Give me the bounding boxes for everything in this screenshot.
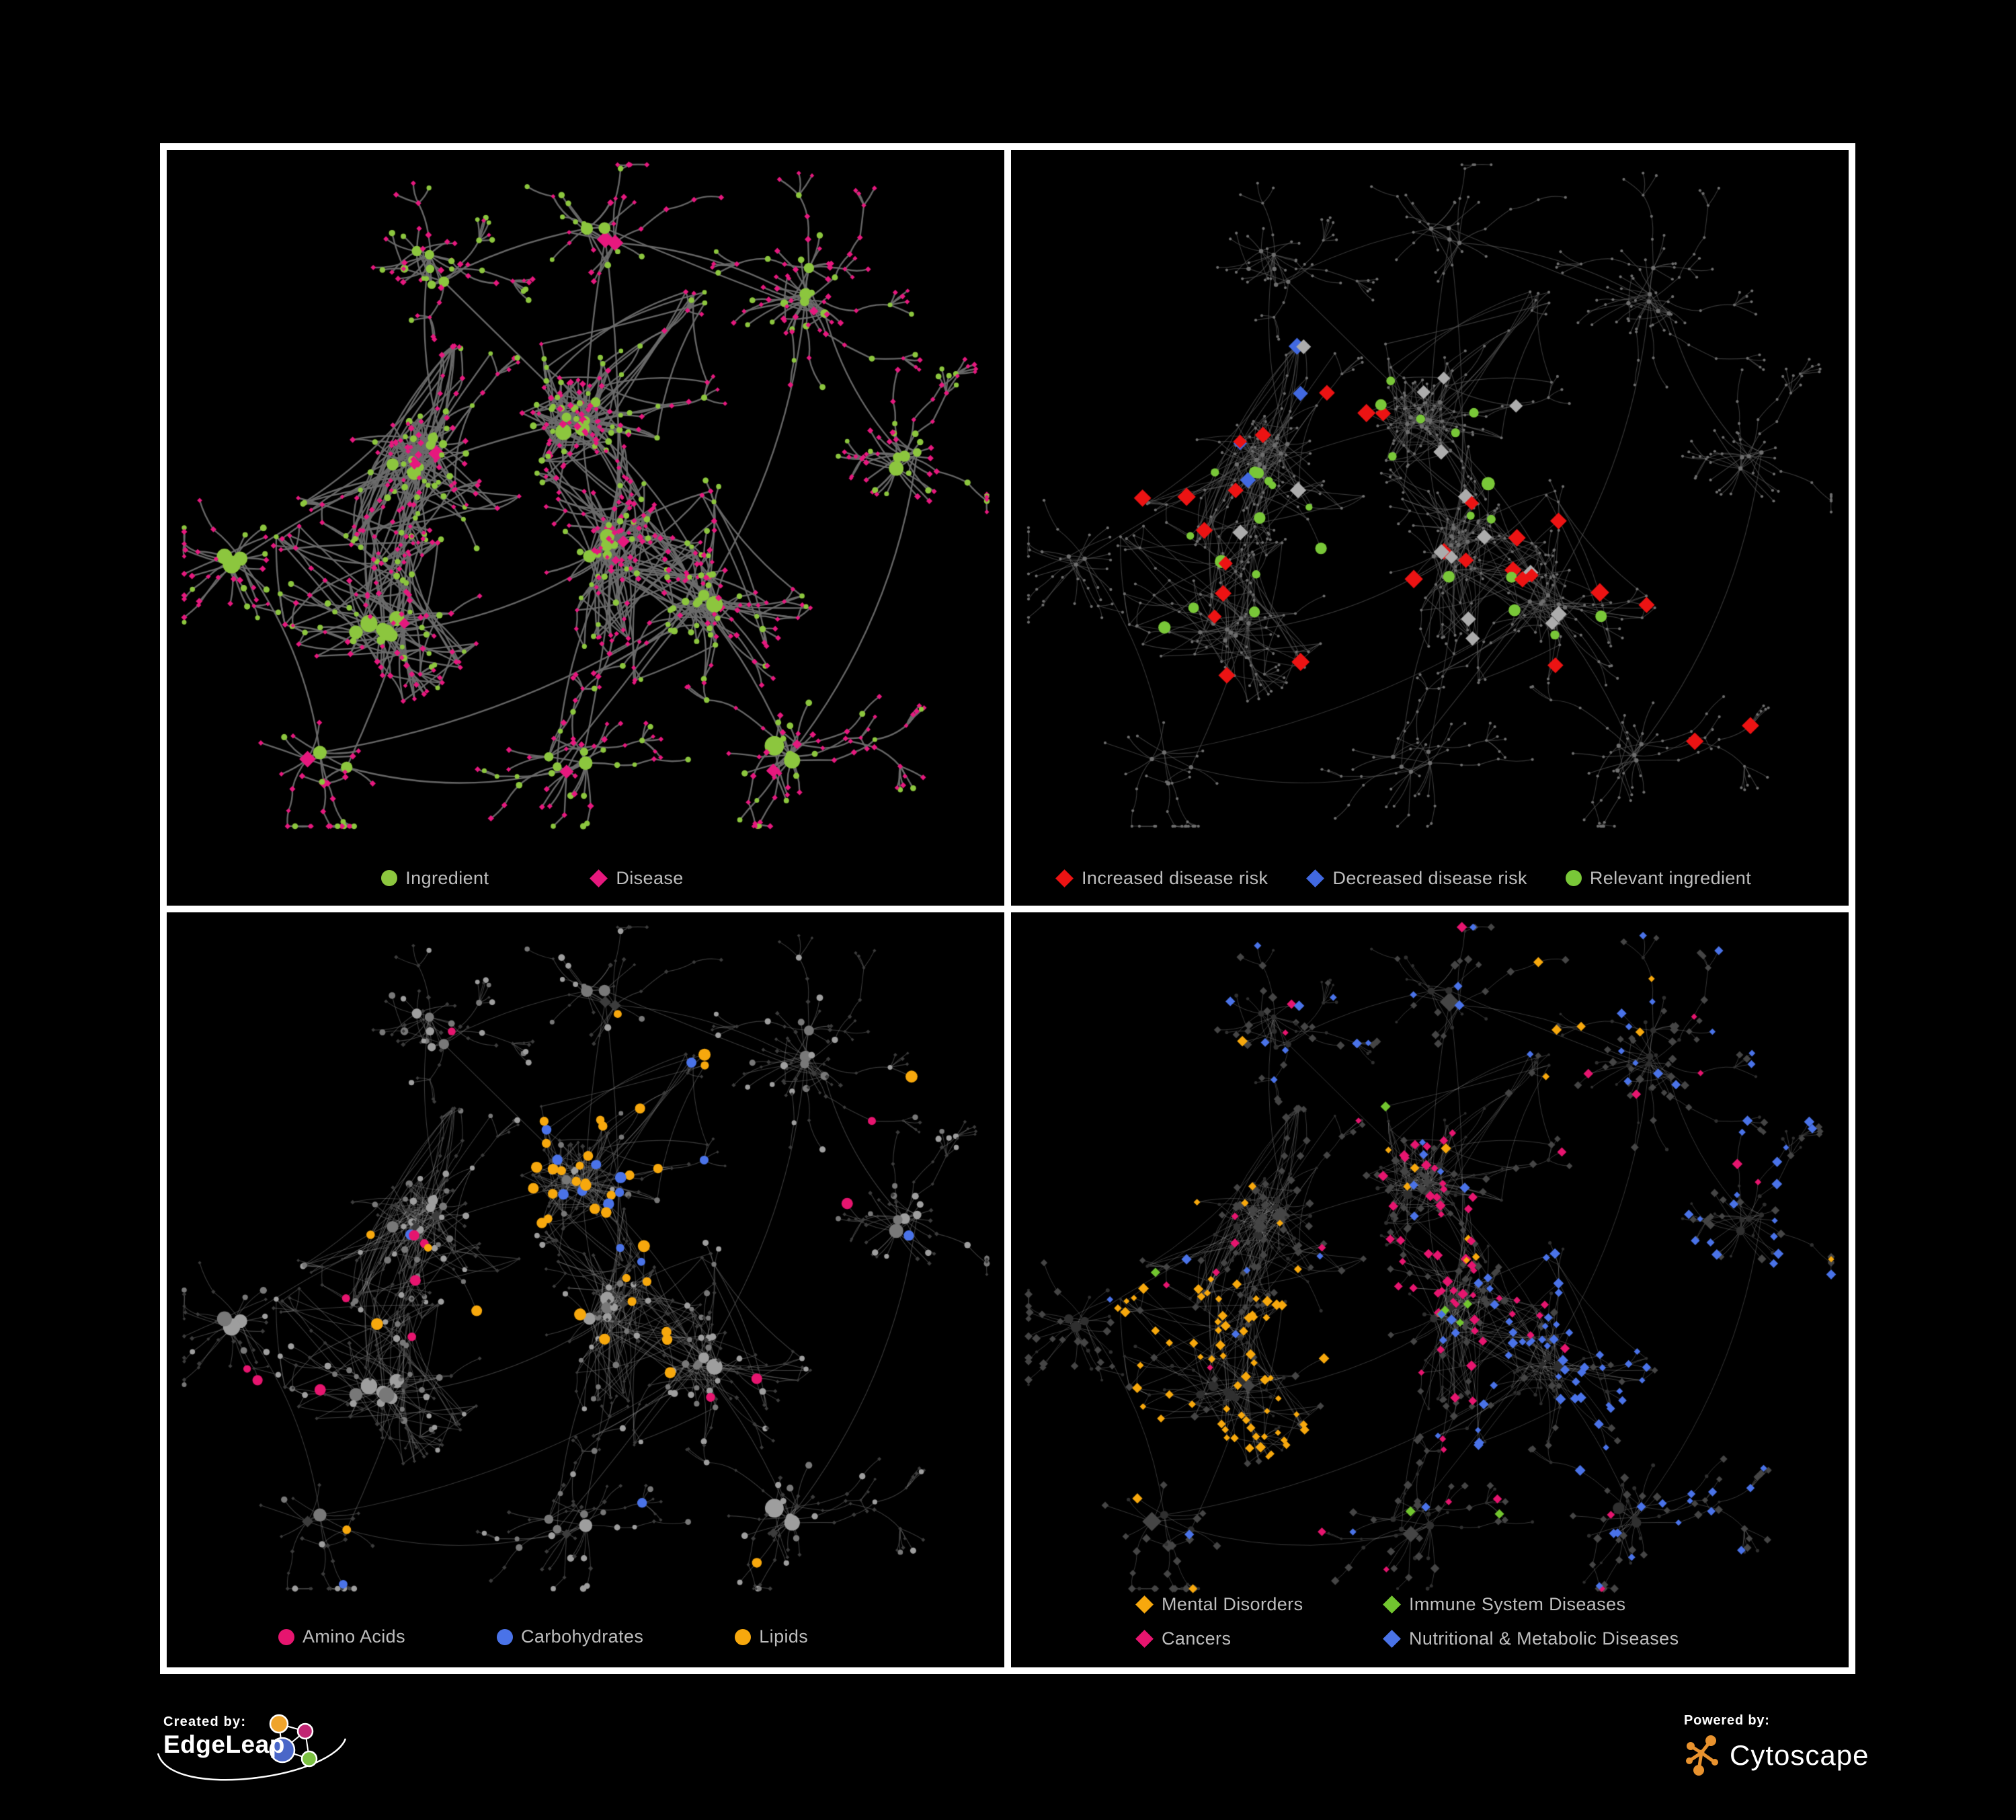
panel-ingredient-classes: Amino Acids Carbohydrates Lipids bbox=[167, 912, 1004, 1667]
edgeleap-wordmark: EdgeLeap bbox=[163, 1731, 285, 1758]
legend-ingredient-classes: Amino Acids Carbohydrates Lipids bbox=[278, 1626, 808, 1647]
legend-label: Mental Disorders bbox=[1162, 1594, 1303, 1614]
ingredient-swatch-icon bbox=[381, 870, 398, 886]
nutritional-diseases-swatch-icon bbox=[1383, 1630, 1401, 1648]
disease-swatch-icon bbox=[590, 869, 608, 887]
immune-diseases-swatch-icon bbox=[1383, 1595, 1401, 1614]
network-canvas-disease-risk bbox=[1011, 150, 1849, 906]
cytoscape-icon bbox=[1686, 1735, 1718, 1776]
legend-label: Decreased disease risk bbox=[1332, 867, 1527, 888]
relevant-ingredient-swatch-icon bbox=[1565, 870, 1582, 886]
powered-by-logo: Powered by: Cytosc bbox=[1684, 1713, 1953, 1794]
decreased-risk-swatch-icon bbox=[1306, 869, 1325, 887]
created-by-label: Created by: bbox=[163, 1714, 247, 1729]
legend-item: Increased disease risk bbox=[1055, 868, 1268, 889]
carbohydrates-swatch-icon bbox=[496, 1628, 513, 1645]
legend-label: Ingredient bbox=[405, 867, 489, 888]
legend-label: Nutritional & Metabolic Diseases bbox=[1409, 1628, 1679, 1649]
legend-label: Immune System Diseases bbox=[1409, 1594, 1626, 1614]
panel-disease-risk: Increased disease risk Decreased disease… bbox=[1011, 150, 1849, 906]
created-by-logo: Created by: EdgeLeap bbox=[157, 1714, 372, 1795]
panel-disease-categories: Mental Disorders Immune System Diseases … bbox=[1011, 912, 1849, 1667]
legend-item: Disease bbox=[590, 868, 683, 889]
legend-label: Cancers bbox=[1162, 1628, 1232, 1649]
legend-disease-risk: Increased disease risk Decreased disease… bbox=[1055, 868, 1751, 889]
legend-item: Ingredient bbox=[381, 868, 489, 889]
edgeleap-icon-nodes bbox=[269, 1714, 318, 1768]
legend-item: Carbohydrates bbox=[496, 1626, 644, 1647]
network-canvas-ingredient-classes bbox=[167, 912, 1004, 1667]
legend-label: Relevant ingredient bbox=[1589, 867, 1752, 888]
legend-disease-categories: Mental Disorders Immune System Diseases … bbox=[1135, 1594, 1679, 1649]
legend-label: Disease bbox=[616, 867, 684, 888]
panel-ingredient-disease: Ingredient Disease bbox=[167, 150, 1004, 906]
cytoscape-wordmark: Cytoscape bbox=[1730, 1739, 1869, 1771]
network-canvas-disease-categories bbox=[1011, 912, 1849, 1667]
legend-item: Lipids bbox=[735, 1626, 808, 1647]
network-canvas-ingredient-disease bbox=[167, 150, 1004, 906]
mental-disorders-swatch-icon bbox=[1135, 1595, 1154, 1614]
legend-label: Increased disease risk bbox=[1082, 867, 1268, 888]
powered-by-label: Powered by: bbox=[1684, 1713, 1770, 1728]
cancers-swatch-icon bbox=[1135, 1630, 1154, 1648]
legend-item: Decreased disease risk bbox=[1306, 868, 1527, 889]
legend-item: Cancers bbox=[1135, 1628, 1383, 1649]
network-grid: Ingredient Disease Increased disease ris… bbox=[160, 143, 1855, 1674]
legend-label: Carbohydrates bbox=[520, 1626, 644, 1647]
edgeleap-network-icon bbox=[157, 1714, 347, 1781]
legend-label: Lipids bbox=[759, 1626, 809, 1647]
legend-item: Relevant ingredient bbox=[1565, 867, 1752, 889]
amino-acids-swatch-icon bbox=[278, 1628, 294, 1645]
legend-item: Immune System Diseases bbox=[1383, 1594, 1679, 1615]
edgeleap-swoosh bbox=[157, 1738, 347, 1781]
legend-item: Nutritional & Metabolic Diseases bbox=[1383, 1628, 1679, 1649]
legend-label: Amino Acids bbox=[303, 1626, 405, 1647]
legend-ingredient-disease: Ingredient Disease bbox=[167, 868, 951, 889]
increased-risk-swatch-icon bbox=[1055, 869, 1074, 887]
legend-item: Mental Disorders bbox=[1135, 1594, 1383, 1615]
lipids-swatch-icon bbox=[735, 1628, 752, 1645]
legend-item: Amino Acids bbox=[278, 1626, 405, 1647]
